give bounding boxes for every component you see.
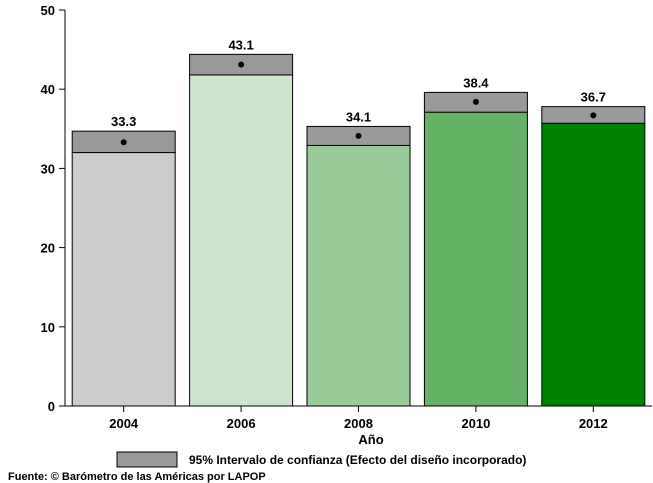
data-label: 33.3 bbox=[111, 114, 136, 129]
point-estimate bbox=[120, 139, 127, 146]
bar bbox=[71, 152, 176, 407]
bar bbox=[423, 111, 528, 407]
bar bbox=[306, 144, 411, 407]
x-tick-label: 2012 bbox=[579, 416, 608, 431]
point-estimate bbox=[238, 61, 245, 68]
legend-label: 95% Intervalo de confianza (Efecto del d… bbox=[189, 453, 526, 467]
data-label: 38.4 bbox=[463, 75, 489, 90]
bar bbox=[189, 74, 294, 407]
x-tick-label: 2004 bbox=[109, 416, 139, 431]
data-label: 36.7 bbox=[581, 90, 606, 105]
x-axis: 2004 2006 2008 2010 2012 bbox=[65, 405, 652, 431]
y-tick-label: 0 bbox=[48, 399, 55, 414]
plot-area: 33.3 43.1 34.1 38.4 36.7 bbox=[71, 37, 646, 407]
data-label: 34.1 bbox=[346, 109, 371, 124]
source-note: Fuente: © Barómetro de las Américas por … bbox=[8, 471, 266, 483]
y-tick-label: 40 bbox=[41, 82, 55, 97]
y-tick-label: 30 bbox=[41, 161, 55, 176]
point-estimate bbox=[355, 132, 362, 139]
y-tick-label: 50 bbox=[41, 3, 55, 18]
data-label: 43.1 bbox=[228, 37, 253, 52]
x-tick-label: 2010 bbox=[461, 416, 490, 431]
point-estimate bbox=[590, 112, 597, 119]
legend-swatch bbox=[116, 451, 178, 468]
y-tick-label: 20 bbox=[41, 241, 55, 256]
y-tick-label: 10 bbox=[41, 320, 55, 335]
x-axis-title: Año bbox=[358, 432, 383, 447]
bar bbox=[541, 122, 646, 407]
legend: 95% Intervalo de confianza (Efecto del d… bbox=[116, 451, 526, 468]
x-tick-label: 2008 bbox=[344, 416, 373, 431]
x-tick-label: 2006 bbox=[227, 416, 256, 431]
y-axis: 0 10 20 30 40 50 bbox=[41, 3, 66, 414]
point-estimate bbox=[472, 98, 479, 105]
